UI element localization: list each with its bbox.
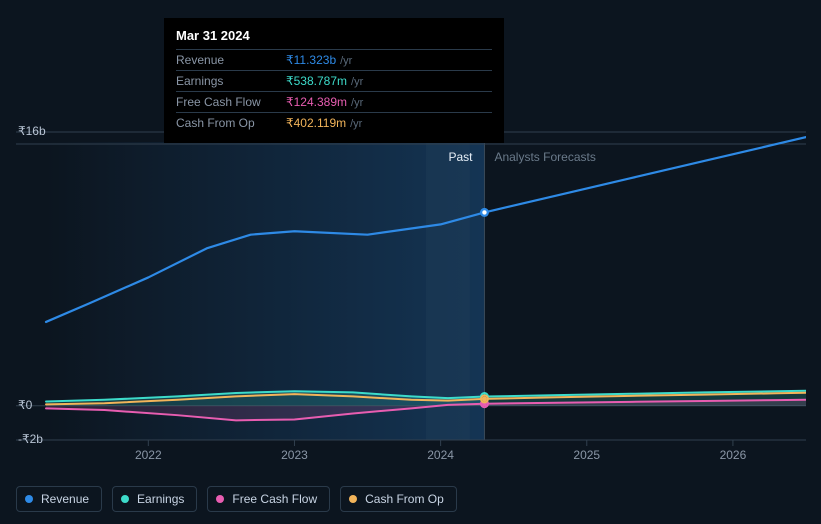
tooltip-row: Earnings₹538.787m/yr	[176, 70, 492, 91]
chart-tooltip: Mar 31 2024 Revenue₹11.323b/yrEarnings₹5…	[164, 18, 504, 143]
legend-label: Revenue	[41, 492, 89, 506]
tooltip-metric-label: Free Cash Flow	[176, 95, 286, 109]
legend-dot-icon	[216, 495, 224, 503]
tooltip-metric-suffix: /yr	[340, 55, 352, 67]
legend-item[interactable]: Revenue	[16, 486, 102, 512]
financials-chart	[16, 120, 806, 460]
tooltip-metric-value: ₹538.787m	[286, 74, 347, 88]
tooltip-metric-label: Earnings	[176, 74, 286, 88]
tooltip-row: Revenue₹11.323b/yr	[176, 49, 492, 70]
past-region-label: Past	[448, 150, 472, 164]
y-axis-tick-label: ₹16b	[18, 124, 46, 138]
legend-label: Earnings	[137, 492, 184, 506]
tooltip-metric-label: Cash From Op	[176, 116, 286, 130]
tooltip-metric-label: Revenue	[176, 53, 286, 67]
tooltip-row: Free Cash Flow₹124.389m/yr	[176, 91, 492, 112]
x-axis-tick-label: 2025	[573, 448, 600, 462]
x-axis-tick-label: 2022	[135, 448, 162, 462]
legend-label: Free Cash Flow	[232, 492, 317, 506]
legend-item[interactable]: Cash From Op	[340, 486, 457, 512]
legend-dot-icon	[349, 495, 357, 503]
legend-dot-icon	[121, 495, 129, 503]
tooltip-metric-value: ₹402.119m	[286, 116, 346, 130]
legend-item[interactable]: Free Cash Flow	[207, 486, 330, 512]
legend-label: Cash From Op	[365, 492, 444, 506]
y-axis-tick-label: -₹2b	[18, 432, 43, 446]
tooltip-metric-suffix: /yr	[350, 118, 362, 130]
chart-legend: Revenue Earnings Free Cash Flow Cash From O…	[16, 486, 457, 512]
tooltip-metric-suffix: /yr	[351, 97, 363, 109]
forecast-region-label: Analysts Forecasts	[494, 150, 595, 164]
tooltip-metric-value: ₹124.389m	[286, 95, 347, 109]
legend-dot-icon	[25, 495, 33, 503]
y-axis-tick-label: ₹0	[18, 398, 32, 412]
tooltip-row: Cash From Op₹402.119m/yr	[176, 112, 492, 133]
tooltip-metric-value: ₹11.323b	[286, 53, 336, 67]
x-axis-tick-label: 2026	[720, 448, 747, 462]
legend-item[interactable]: Earnings	[112, 486, 197, 512]
x-axis-tick-label: 2023	[281, 448, 308, 462]
tooltip-metric-suffix: /yr	[351, 76, 363, 88]
x-axis-tick-label: 2024	[427, 448, 454, 462]
tooltip-date: Mar 31 2024	[176, 28, 492, 43]
